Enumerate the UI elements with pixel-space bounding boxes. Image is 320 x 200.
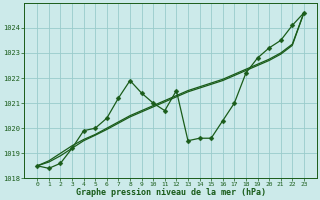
- X-axis label: Graphe pression niveau de la mer (hPa): Graphe pression niveau de la mer (hPa): [76, 188, 266, 197]
